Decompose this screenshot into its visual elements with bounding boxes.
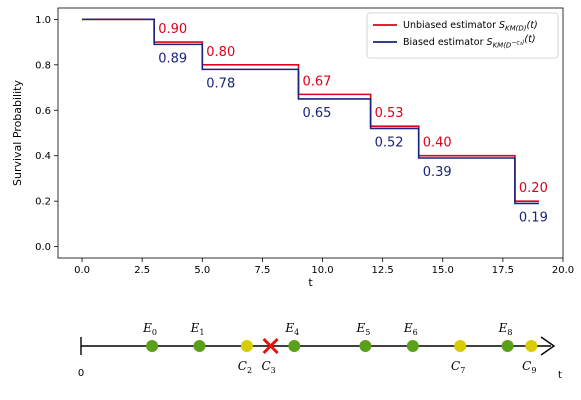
timeline-point-label: E1 bbox=[190, 321, 205, 337]
timeline-origin-label: 0 bbox=[78, 368, 84, 379]
y-tick-label: 0.4 bbox=[35, 151, 51, 162]
unbiased-value-label: 0.20 bbox=[519, 181, 548, 196]
series-biased-line bbox=[82, 18, 539, 205]
legend-label-biased: Biased estimator SKM(D−c₃)(t) bbox=[403, 34, 536, 50]
unbiased-value-label: 0.67 bbox=[302, 74, 331, 89]
x-tick-label: 15.0 bbox=[432, 265, 454, 276]
timeline-point-label: E4 bbox=[284, 321, 299, 337]
timeline-point-label: E5 bbox=[355, 321, 370, 337]
event-marker bbox=[288, 340, 301, 352]
legend: Unbiased estimator SKM(D)(t)Biased estim… bbox=[366, 12, 559, 59]
timeline-point-label: C2 bbox=[238, 359, 252, 375]
censored-marker bbox=[525, 340, 538, 352]
legend-label-unbiased: Unbiased estimator SKM(D)(t) bbox=[403, 20, 538, 33]
timeline-point-label: E8 bbox=[498, 321, 513, 337]
y-axis-title: Survival Probability bbox=[11, 80, 24, 186]
biased-value-label: 0.39 bbox=[423, 165, 452, 180]
x-axis-title: t bbox=[308, 276, 313, 289]
event-marker bbox=[406, 340, 419, 352]
biased-value-label: 0.89 bbox=[158, 51, 187, 66]
y-tick-label: 0.2 bbox=[35, 197, 51, 208]
event-marker bbox=[146, 340, 159, 352]
x-tick-label: 0.0 bbox=[74, 265, 90, 276]
timeline-axis-label: t bbox=[558, 370, 562, 381]
plot-frame bbox=[57, 7, 564, 259]
timeline-point-label: E0 bbox=[142, 321, 157, 337]
unbiased-value-label: 0.40 bbox=[423, 136, 452, 151]
x-tick-label: 20.0 bbox=[552, 265, 574, 276]
y-tick-label: 0.6 bbox=[35, 106, 51, 117]
biased-value-label: 0.78 bbox=[206, 76, 235, 91]
unbiased-value-label: 0.53 bbox=[375, 106, 404, 121]
x-tick-label: 10.0 bbox=[311, 265, 333, 276]
timeline-point-label: E6 bbox=[403, 321, 418, 337]
event-timeline: 0 t E0 E1 C2 C3 E4 E5 E6 C7 E8 C9 bbox=[78, 321, 562, 381]
unbiased-value-label: 0.90 bbox=[158, 22, 187, 37]
event-marker bbox=[501, 340, 514, 352]
biased-value-label: 0.19 bbox=[519, 210, 548, 225]
timeline-point-label: C7 bbox=[451, 359, 465, 375]
y-tick-label: 0.8 bbox=[35, 60, 51, 71]
biased-value-label: 0.65 bbox=[302, 106, 331, 121]
x-tick-label: 2.5 bbox=[134, 265, 150, 276]
timeline-point-label: C9 bbox=[522, 359, 536, 375]
timeline-point-label: C3 bbox=[261, 359, 275, 375]
timeline-arrowhead bbox=[540, 336, 556, 356]
x-tick-label: 5.0 bbox=[194, 265, 210, 276]
y-tick-label: 0.0 bbox=[35, 242, 51, 253]
event-marker bbox=[359, 340, 372, 352]
unbiased-value-label: 0.80 bbox=[206, 45, 235, 60]
x-tick-label: 17.5 bbox=[492, 265, 514, 276]
x-tick-label: 12.5 bbox=[372, 265, 394, 276]
biased-value-label: 0.52 bbox=[375, 135, 404, 150]
y-tick-label: 1.0 bbox=[35, 15, 51, 26]
series-unbiased-line bbox=[82, 18, 539, 202]
km-chart: 0.0 2.5 5.0 7.5 10.0 12.5 15.0 17.5 20.0 0.0 0.2 0.… bbox=[11, 7, 574, 289]
event-marker bbox=[193, 340, 206, 352]
censored-marker bbox=[240, 340, 253, 352]
censored-marker bbox=[454, 340, 467, 352]
legend-box bbox=[366, 12, 559, 59]
removed-censor-marker bbox=[262, 337, 279, 355]
x-tick-label: 7.5 bbox=[254, 265, 270, 276]
